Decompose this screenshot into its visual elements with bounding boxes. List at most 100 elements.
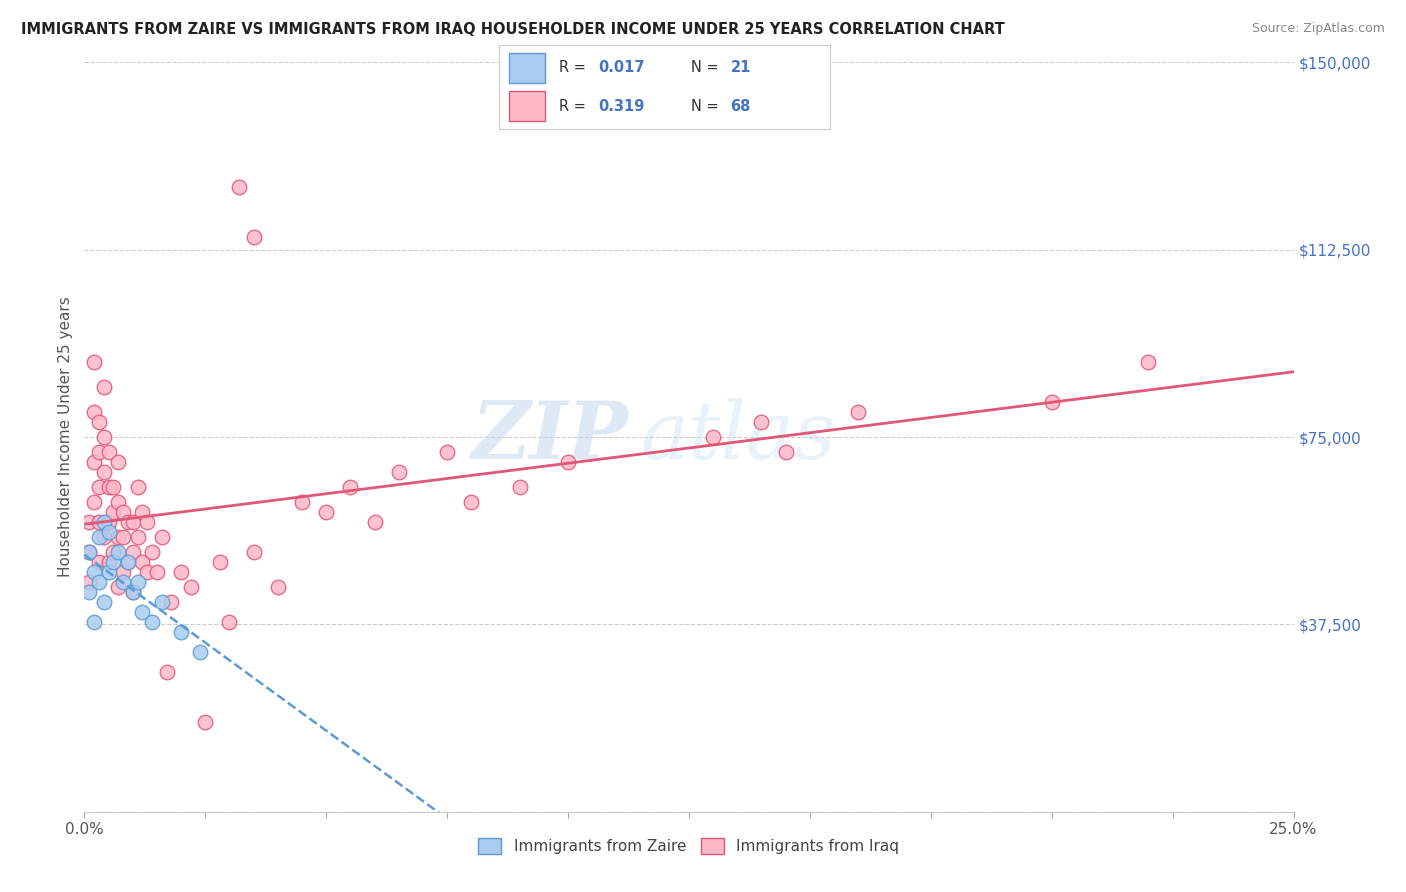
Point — [131, 605, 153, 619]
Point — [121, 585, 143, 599]
Point — [121, 515, 143, 529]
Legend: Immigrants from Zaire, Immigrants from Iraq: Immigrants from Zaire, Immigrants from I… — [472, 832, 905, 860]
Point — [121, 585, 143, 599]
Bar — [509, 54, 546, 83]
Point — [194, 714, 217, 729]
Point — [160, 595, 183, 609]
Point — [97, 445, 120, 459]
Point — [242, 230, 264, 244]
Point — [460, 495, 482, 509]
Point — [107, 545, 129, 559]
Point — [112, 505, 135, 519]
Point — [112, 574, 135, 589]
Point — [315, 505, 337, 519]
Point — [141, 615, 163, 629]
Point — [107, 455, 129, 469]
Point — [117, 515, 139, 529]
Point — [180, 580, 202, 594]
Point — [87, 445, 110, 459]
Point — [77, 545, 100, 559]
Text: 21: 21 — [731, 60, 751, 75]
Bar — [509, 91, 546, 120]
Point — [93, 530, 115, 544]
Point — [83, 615, 105, 629]
Text: N =: N = — [690, 99, 723, 114]
Text: 68: 68 — [731, 99, 751, 114]
Point — [136, 565, 159, 579]
Point — [83, 405, 105, 419]
Point — [131, 555, 153, 569]
Text: IMMIGRANTS FROM ZAIRE VS IMMIGRANTS FROM IRAQ HOUSEHOLDER INCOME UNDER 25 YEARS : IMMIGRANTS FROM ZAIRE VS IMMIGRANTS FROM… — [21, 22, 1005, 37]
Point — [846, 405, 869, 419]
Point — [775, 445, 797, 459]
Point — [218, 615, 240, 629]
Point — [112, 530, 135, 544]
Text: R =: R = — [558, 99, 591, 114]
Point — [388, 465, 411, 479]
Point — [107, 495, 129, 509]
Point — [1040, 395, 1063, 409]
Point — [117, 555, 139, 569]
Point — [97, 524, 120, 539]
Point — [131, 505, 153, 519]
Point — [127, 480, 149, 494]
Y-axis label: Householder Income Under 25 years: Householder Income Under 25 years — [58, 297, 73, 577]
Point — [83, 565, 105, 579]
Point — [190, 645, 212, 659]
Point — [127, 530, 149, 544]
Point — [83, 455, 105, 469]
Point — [112, 565, 135, 579]
Point — [87, 555, 110, 569]
Point — [509, 480, 531, 494]
Point — [702, 430, 724, 444]
Text: 0.319: 0.319 — [599, 99, 644, 114]
Point — [87, 574, 110, 589]
Text: ZIP: ZIP — [471, 399, 628, 475]
Point — [87, 480, 110, 494]
Point — [127, 574, 149, 589]
Point — [87, 515, 110, 529]
Point — [93, 595, 115, 609]
Point — [291, 495, 314, 509]
Text: atlas: atlas — [641, 399, 837, 475]
Point — [436, 445, 458, 459]
Point — [150, 530, 173, 544]
Point — [103, 555, 125, 569]
Point — [170, 624, 193, 639]
Point — [103, 505, 125, 519]
Point — [83, 355, 105, 369]
Point — [117, 555, 139, 569]
Point — [136, 515, 159, 529]
Point — [97, 480, 120, 494]
Point — [141, 545, 163, 559]
Point — [107, 580, 129, 594]
Text: 0.017: 0.017 — [599, 60, 645, 75]
Point — [93, 380, 115, 394]
Point — [103, 545, 125, 559]
Point — [363, 515, 385, 529]
Point — [97, 555, 120, 569]
Point — [93, 430, 115, 444]
Point — [150, 595, 173, 609]
Point — [93, 515, 115, 529]
Point — [751, 415, 773, 429]
Point — [77, 545, 100, 559]
Point — [77, 585, 100, 599]
Point — [121, 545, 143, 559]
Point — [97, 515, 120, 529]
Point — [155, 665, 177, 679]
Point — [93, 465, 115, 479]
Text: N =: N = — [690, 60, 723, 75]
Point — [87, 530, 110, 544]
Point — [1137, 355, 1160, 369]
Text: R =: R = — [558, 60, 591, 75]
Text: Source: ZipAtlas.com: Source: ZipAtlas.com — [1251, 22, 1385, 36]
Point — [339, 480, 361, 494]
Point — [242, 545, 264, 559]
Point — [83, 495, 105, 509]
Point — [267, 580, 290, 594]
Point — [77, 515, 100, 529]
Point — [103, 480, 125, 494]
Point — [170, 565, 193, 579]
Point — [107, 530, 129, 544]
